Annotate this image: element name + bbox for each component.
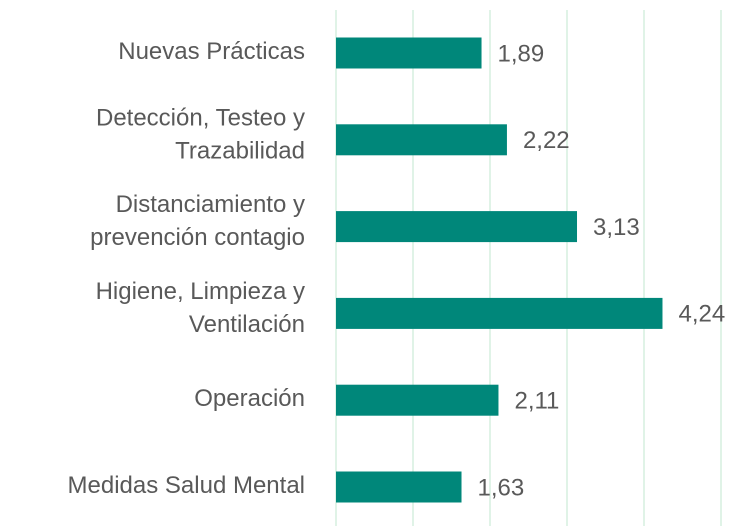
- bar: [336, 384, 499, 416]
- bar: [336, 37, 482, 69]
- value-label: 4,24: [678, 301, 725, 328]
- value-label: 1,63: [478, 474, 525, 501]
- bar: [336, 211, 578, 243]
- category-label: Detección, Testeo y Trazabilidad: [96, 105, 305, 165]
- bar: [336, 124, 507, 156]
- category-label: Distanciamiento y prevención contagio: [90, 191, 305, 251]
- value-label: 3,13: [593, 214, 640, 241]
- category-label: Medidas Salud Mental: [68, 472, 305, 499]
- value-label: 2,22: [523, 127, 570, 154]
- value-label: 1,89: [498, 40, 545, 67]
- bar: [336, 471, 462, 503]
- category-label: Higiene, Limpieza y Ventilación: [96, 278, 305, 338]
- category-label: Operación: [194, 386, 305, 413]
- value-label: 2,11: [514, 388, 559, 415]
- category-label: Nuevas Prácticas: [118, 38, 305, 65]
- bar: [336, 297, 663, 329]
